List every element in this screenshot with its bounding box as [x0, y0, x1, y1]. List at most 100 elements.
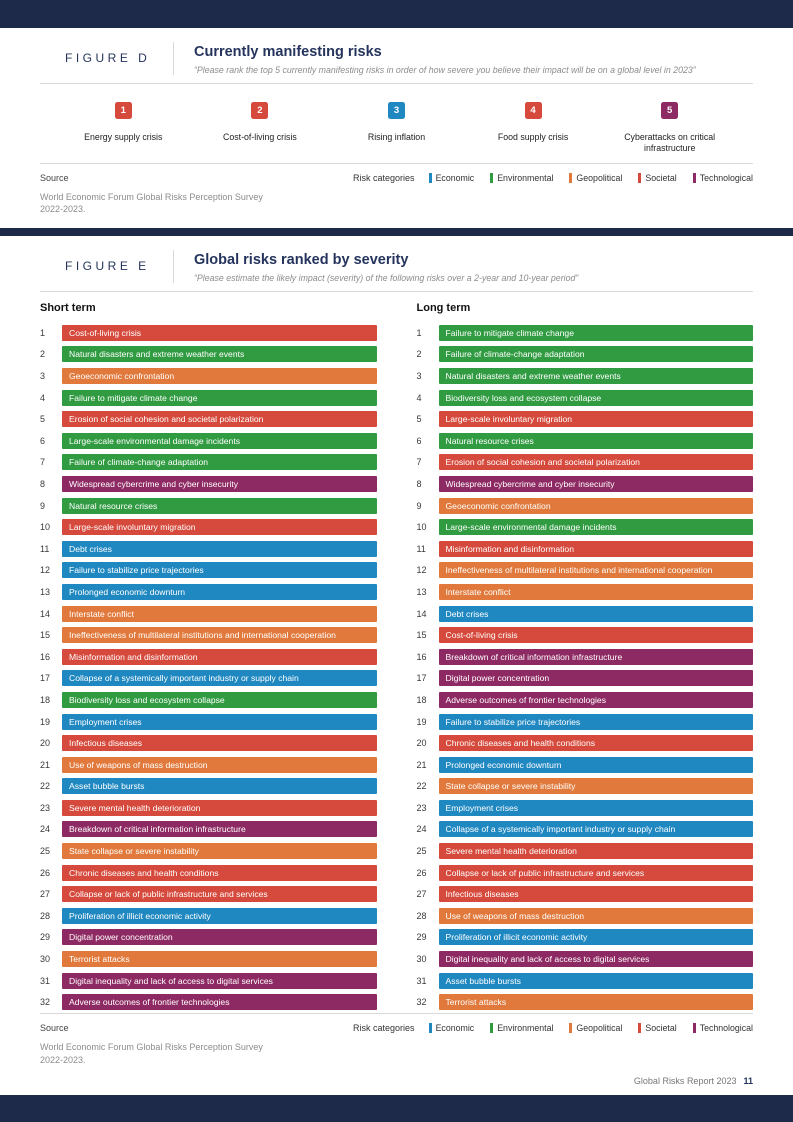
risk-row: 30 Digital inequality and lack of access …: [416, 948, 753, 970]
risk-row: 9 Geoeconomic confrontation: [417, 495, 753, 517]
legend-label: Economic: [435, 172, 475, 183]
short-term-list: 1 Cost-of-living crisis 2 Natural disasters…: [40, 322, 377, 1013]
risk-bar: Use of weapons of mass destruction: [62, 756, 377, 773]
risk-bar: Digital inequality and lack of access to…: [438, 951, 753, 968]
risk-row: 8 Widespread cybercrime and cyber insecur…: [417, 473, 753, 495]
rank-number: 32: [416, 997, 427, 1008]
manifest-risk-label: Energy supply crisis: [84, 132, 163, 142]
risk-row: 10 Large-scale involuntary migration: [40, 516, 377, 538]
rank-number: 12: [40, 565, 51, 576]
rank-number: 20: [40, 738, 51, 749]
category-swatch: [428, 172, 432, 183]
rank-number: 23: [416, 802, 427, 813]
legend-label: Environmental: [497, 1023, 554, 1034]
risk-bar: State collapse or severe instability: [438, 778, 753, 795]
figure-d-subtitle: “Please rank the top 5 currently manifes…: [194, 65, 696, 75]
rank-number: 12: [416, 565, 427, 576]
manifest-risk-label: Cyberattacks on critical infrastructure: [624, 132, 716, 154]
rank-number: 25: [40, 846, 51, 857]
risk-row: 21 Use of weapons of mass destruction: [40, 754, 377, 776]
rank-number: 29: [416, 932, 427, 943]
risk-bar: Chronic diseases and health conditions: [438, 735, 753, 752]
risk-row: 7 Failure of climate-change adaptation: [40, 452, 377, 474]
risk-bar: Employment crises: [438, 799, 753, 816]
risk-bar: Failure to stabilize price trajectories: [438, 713, 753, 730]
vertical-divider: [173, 42, 174, 75]
rank-number: 28: [416, 910, 427, 921]
risk-bar: Large-scale involuntary migration: [438, 411, 753, 428]
risk-bar: Collapse or lack of public infrastructur…: [62, 886, 377, 903]
rank-number: 18: [40, 694, 51, 705]
legend: Risk categories Economic Environmental Geo…: [353, 1023, 753, 1034]
risk-row: 32 Terrorist attacks: [416, 991, 753, 1013]
rank-number: 9: [40, 500, 46, 511]
legend-item: Societal: [638, 172, 677, 183]
risk-bar: Large-scale involuntary migration: [62, 519, 377, 536]
rank-number: 10: [416, 522, 427, 533]
risk-row: 26 Chronic diseases and health conditions: [40, 862, 377, 884]
category-swatch: [490, 172, 494, 183]
rank-number: 29: [40, 932, 51, 943]
rank-number: 22: [416, 781, 427, 792]
legend-title: Risk categories: [353, 1023, 415, 1034]
rank-number: 21: [40, 759, 51, 770]
category-swatch: [569, 1023, 573, 1034]
risk-bar: Failure to stabilize price trajectories: [62, 562, 377, 579]
figure-d-title: Currently manifesting risks: [194, 44, 382, 60]
rank-number: 8: [40, 478, 46, 489]
legend-label: Technological: [699, 1023, 753, 1034]
horizontal-rule: [40, 1013, 753, 1015]
risk-row: 19 Employment crises: [40, 711, 377, 733]
risk-row: 11 Misinformation and disinformation: [417, 538, 753, 560]
risk-row: 13 Interstate conflict: [417, 581, 753, 603]
rank-number: 7: [416, 457, 422, 468]
risk-bar: Debt crises: [62, 540, 377, 557]
rank-number: 16: [40, 651, 51, 662]
risk-bar: Prolonged economic downturn: [62, 583, 377, 600]
risk-row: 20 Chronic diseases and health conditions: [417, 732, 753, 754]
rank-number: 6: [40, 435, 46, 446]
rank-number: 14: [40, 608, 51, 619]
category-swatch: [638, 172, 642, 183]
risk-row: 14 Interstate conflict: [40, 603, 377, 625]
risk-row: 7 Erosion of social cohesion and societal…: [416, 452, 753, 474]
manifest-risk-label: Rising inflation: [367, 132, 426, 142]
figure-e-subtitle: “Please estimate the likely impact (seve…: [194, 273, 579, 284]
risk-row: 26 Collapse or lack of public infrastruct…: [417, 862, 753, 884]
rank-number: 32: [40, 997, 51, 1008]
rank-number: 31: [40, 975, 51, 986]
rank-number: 1: [416, 327, 422, 338]
figure-e-title: Global risks ranked by severity: [194, 252, 409, 269]
risk-row: 32 Adverse outcomes of frontier technolog…: [40, 991, 377, 1013]
risk-row: 13 Prolonged economic downturn: [40, 581, 377, 603]
risk-bar: Natural disasters and extreme weather ev…: [438, 368, 753, 385]
risk-bar: Digital power concentration: [438, 670, 753, 687]
page-footer: Global Risks Report 2023 11: [634, 1076, 753, 1086]
risk-row: 14 Debt crises: [416, 603, 753, 625]
risk-bar: State collapse or severe instability: [62, 843, 377, 860]
risk-bar: Biodiversity loss and ecosystem collapse: [438, 389, 753, 406]
rank-number: 30: [416, 954, 427, 965]
risk-row: 1 Cost-of-living crisis: [40, 322, 377, 344]
rank-number: 14: [416, 608, 427, 619]
risk-row: 18 Biodiversity loss and ecosystem collap…: [40, 689, 377, 711]
rank-number: 4: [416, 392, 422, 403]
rank-number: 7: [40, 457, 46, 468]
risk-bar: Collapse or lack of public infrastructur…: [438, 864, 753, 881]
risk-row: 17 Collapse of a systemically important i…: [40, 668, 377, 690]
risk-bar: Collapse of a systemically important ind…: [62, 670, 377, 687]
risk-bar: Interstate conflict: [438, 583, 753, 600]
risk-row: 3 Geoeconomic confrontation: [40, 365, 377, 387]
figure-e-label: FIGURE E: [65, 259, 150, 274]
figure-e-section: FIGURE E Global risks ranked by severity…: [0, 250, 793, 1066]
short-term-column: Short term 1 Cost-of-living crisis 2 Natura…: [40, 302, 377, 1013]
long-term-heading: Long term: [416, 302, 471, 315]
risk-bar: Misinformation and disinformation: [62, 648, 377, 665]
manifest-risk-item: 4 Food supply crisis: [465, 102, 602, 155]
risk-bar: Prolonged economic downturn: [438, 756, 753, 773]
figure-d-label: FIGURE D: [65, 51, 151, 65]
risk-row: 19 Failure to stabilize price trajectorie…: [417, 711, 753, 733]
rank-number: 13: [40, 586, 51, 597]
risk-row: 25 State collapse or severe instability: [40, 840, 377, 862]
